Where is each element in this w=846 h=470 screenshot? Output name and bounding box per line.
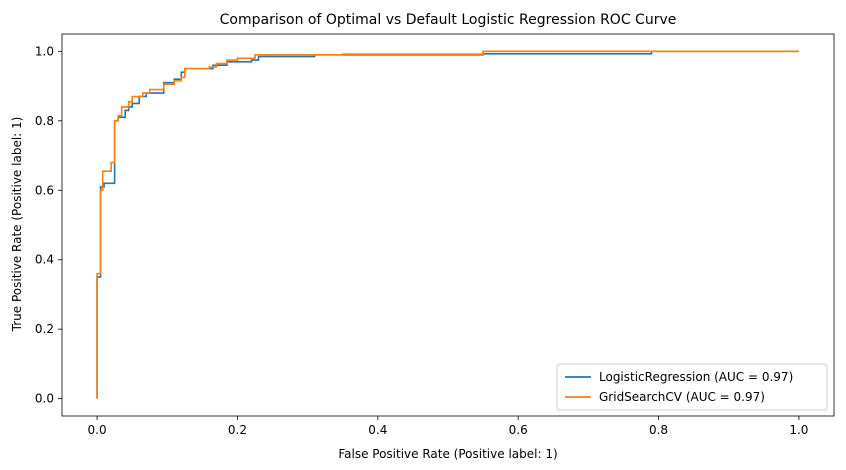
y-tick-label: 0.0 — [35, 392, 54, 406]
chart-title: Comparison of Optimal vs Default Logisti… — [220, 12, 677, 28]
legend-entry-label: LogisticRegression (AUC = 0.97) — [599, 370, 793, 384]
plot-frame — [61, 33, 835, 417]
y-tick-label: 0.4 — [35, 253, 54, 267]
series-line-logistic-regression — [96, 50, 799, 399]
x-tick-label: 0.4 — [368, 423, 387, 437]
y-tick-label: 0.2 — [35, 322, 54, 336]
y-axis-label: True Positive Rate (Positive label: 1) — [10, 117, 24, 333]
x-tick-label: 0.6 — [509, 423, 528, 437]
x-tick-label: 0.8 — [649, 423, 668, 437]
y-tick-label: 1.0 — [35, 44, 54, 58]
legend-entry-label: GridSearchCV (AUC = 0.97) — [599, 390, 765, 404]
x-tick-label: 0.2 — [228, 423, 247, 437]
ticks-layer: 0.0 0.2 0.4 0.6 0.8 1.0 0.0 0.2 0.4 0.6 0.8 1.0 — [35, 44, 809, 437]
x-axis-label: False Positive Rate (Positive label: 1) — [338, 447, 557, 461]
x-tick-label: 0.0 — [88, 423, 107, 437]
y-tick-label: 0.6 — [35, 183, 54, 197]
legend-box — [556, 363, 828, 411]
legend: LogisticRegression (AUC = 0.97) GridSearc… — [556, 363, 828, 411]
series-layer — [96, 50, 799, 399]
series-line-grid-search-cv — [96, 50, 799, 399]
x-tick-label: 1.0 — [789, 423, 808, 437]
y-tick-label: 0.8 — [35, 114, 54, 128]
